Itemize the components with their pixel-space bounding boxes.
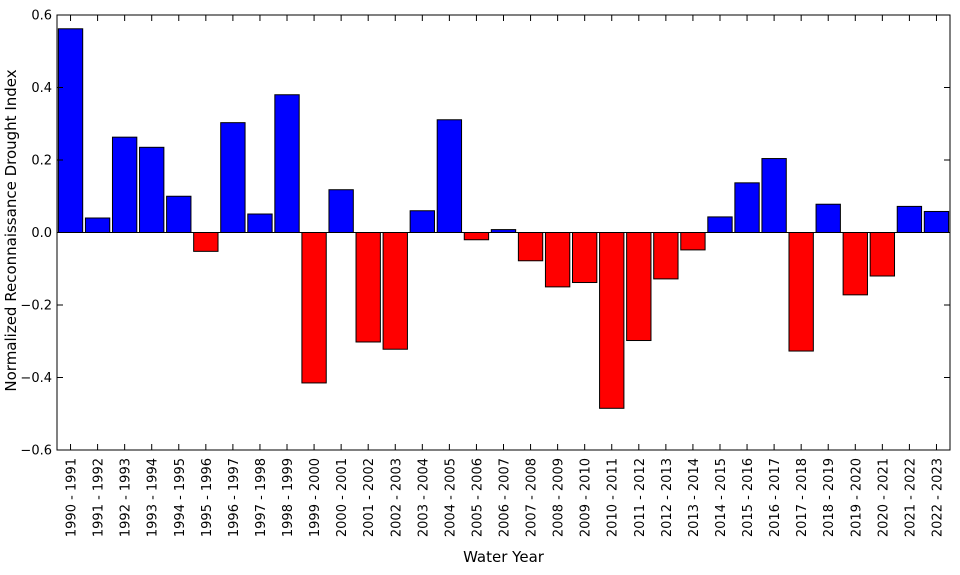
- y-tick-label: 0.0: [31, 226, 52, 241]
- bar-2016-2017: [761, 158, 787, 233]
- x-tick-label: 1993 - 1994: [146, 458, 161, 537]
- x-tick-label: 2021 - 2022: [903, 458, 918, 537]
- bar-2020-2021: [869, 232, 896, 277]
- bar-2011-2012: [626, 232, 652, 342]
- x-tick-label: 2017 - 2018: [795, 458, 810, 537]
- bar-2002-2003: [382, 232, 408, 350]
- x-tick-label: 2015 - 2016: [741, 458, 756, 537]
- x-tick-label: 2018 - 2019: [822, 458, 837, 537]
- bar-2014-2015: [707, 216, 733, 234]
- y-tick-label: 0.4: [31, 81, 52, 96]
- x-tick-label: 2001 - 2002: [362, 458, 377, 537]
- bar-2005-2006: [463, 232, 490, 241]
- x-tick-label: 1992 - 1993: [119, 458, 134, 537]
- bar-2015-2016: [734, 182, 760, 233]
- plot-frame: [56, 14, 951, 451]
- x-tick-label: 2013 - 2014: [687, 458, 702, 537]
- bar-1997-1998: [247, 213, 273, 233]
- x-tick-label: 2003 - 2004: [416, 458, 431, 537]
- bar-2012-2013: [653, 232, 679, 280]
- bar-2008-2009: [544, 232, 571, 288]
- x-tick-label: 2006 - 2007: [498, 458, 513, 537]
- bar-2001-2002: [355, 232, 381, 343]
- bar-1993-1994: [139, 146, 165, 233]
- x-tick-label: 1997 - 1998: [254, 458, 269, 537]
- x-tick-label: 2022 - 2023: [930, 458, 945, 537]
- y-axis-label: Normalized Reconnaissance Drought Index: [2, 69, 20, 391]
- bar-1992-1993: [111, 136, 138, 233]
- x-tick-label: 2005 - 2006: [470, 458, 485, 537]
- bar-2010-2011: [599, 232, 625, 409]
- x-tick-label: 2004 - 2005: [443, 458, 458, 537]
- bar-1995-1996: [193, 232, 219, 252]
- bar-2018-2019: [815, 203, 841, 233]
- x-tick-label: 1991 - 1992: [92, 458, 107, 537]
- bar-1996-1997: [220, 122, 246, 233]
- x-tick-label: 2002 - 2003: [389, 458, 404, 537]
- y-tick-label: −0.6: [20, 444, 52, 459]
- bar-2000-2001: [328, 189, 354, 233]
- y-tick-label: −0.2: [20, 299, 52, 314]
- y-tick-label: 0.2: [31, 154, 52, 169]
- bar-2013-2014: [680, 232, 706, 251]
- bar-2019-2020: [842, 232, 868, 296]
- x-tick-label: 2011 - 2012: [633, 458, 648, 537]
- x-tick-label: 2000 - 2001: [335, 458, 350, 537]
- y-tick-label: 0.6: [31, 9, 52, 24]
- bar-1994-1995: [166, 195, 192, 233]
- x-tick-label: 1995 - 1996: [200, 458, 215, 537]
- bar-2022-2023: [923, 210, 950, 234]
- bar-2007-2008: [517, 232, 544, 262]
- x-tick-label: 1998 - 1999: [281, 458, 296, 537]
- x-tick-label: 2016 - 2017: [768, 458, 783, 537]
- bar-2004-2005: [436, 119, 463, 233]
- bar-2009-2010: [572, 232, 598, 284]
- x-tick-label: 1999 - 2000: [308, 458, 323, 537]
- x-tick-label: 1994 - 1995: [173, 458, 188, 537]
- bar-2017-2018: [788, 232, 814, 352]
- y-axis-ticks: −0.6 −0.4 −0.2 0.0 0.2 0.4 0.6: [20, 9, 950, 459]
- x-tick-label: 2019 - 2020: [849, 458, 864, 537]
- x-tick-label: 2010 - 2011: [606, 458, 621, 537]
- bar-2021-2022: [896, 205, 923, 233]
- x-axis-ticks: 1990 - 1991 1991 - 1992 1992 - 1993 1993 - …: [65, 15, 945, 537]
- bar-1990-1991: [57, 28, 84, 234]
- bars-layer: [57, 28, 950, 409]
- y-tick-label: −0.4: [20, 371, 52, 386]
- x-tick-label: 2009 - 2010: [579, 458, 594, 537]
- x-tick-label: 2012 - 2013: [660, 458, 675, 537]
- x-tick-label: 2008 - 2009: [552, 458, 567, 537]
- x-tick-label: 1996 - 1997: [227, 458, 242, 537]
- x-tick-label: 2007 - 2008: [525, 458, 540, 537]
- bar-2003-2004: [409, 210, 435, 233]
- bar-1991-1992: [84, 217, 111, 233]
- x-tick-label: 2014 - 2015: [714, 458, 729, 537]
- bar-1999-2000: [301, 232, 327, 384]
- bar-1998-1999: [274, 94, 300, 233]
- x-tick-label: 2020 - 2021: [876, 458, 891, 537]
- x-axis-label: Water Year: [463, 548, 545, 566]
- x-tick-label: 1990 - 1991: [65, 458, 80, 537]
